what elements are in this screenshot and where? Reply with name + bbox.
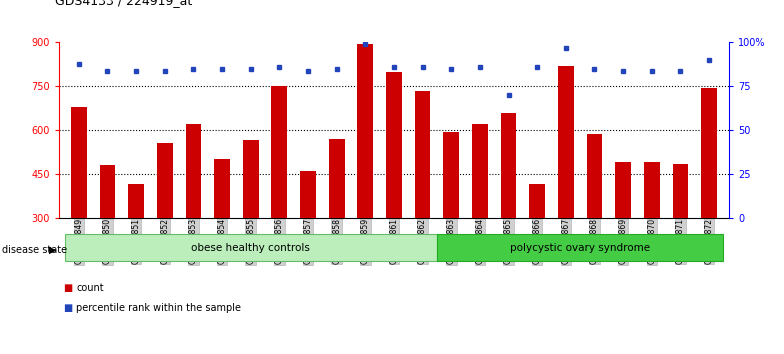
- FancyBboxPatch shape: [437, 234, 724, 261]
- Text: percentile rank within the sample: percentile rank within the sample: [76, 303, 241, 313]
- Bar: [472, 124, 488, 218]
- Bar: [586, 135, 602, 218]
- Bar: [358, 44, 373, 218]
- Bar: [701, 88, 717, 218]
- Text: polycystic ovary syndrome: polycystic ovary syndrome: [510, 243, 650, 253]
- Bar: [328, 139, 344, 218]
- Bar: [100, 165, 115, 218]
- Text: GDS4133 / 224919_at: GDS4133 / 224919_at: [55, 0, 192, 7]
- Bar: [673, 164, 688, 218]
- Bar: [243, 140, 259, 218]
- Bar: [157, 143, 172, 218]
- Bar: [444, 132, 459, 218]
- Bar: [214, 159, 230, 218]
- Bar: [386, 72, 402, 218]
- Bar: [300, 171, 316, 218]
- Bar: [415, 91, 430, 218]
- Bar: [558, 66, 574, 218]
- Text: ■: ■: [63, 303, 72, 313]
- Bar: [186, 124, 201, 218]
- Text: ■: ■: [63, 283, 72, 293]
- Bar: [71, 107, 87, 218]
- Bar: [501, 113, 517, 218]
- Bar: [615, 162, 631, 218]
- Bar: [271, 86, 287, 218]
- Text: obese healthy controls: obese healthy controls: [191, 243, 310, 253]
- Text: disease state: disease state: [2, 245, 67, 255]
- FancyBboxPatch shape: [64, 234, 437, 261]
- Bar: [644, 162, 659, 218]
- Text: ▶: ▶: [49, 245, 56, 255]
- Bar: [529, 184, 545, 218]
- Bar: [129, 184, 144, 218]
- Text: count: count: [76, 283, 103, 293]
